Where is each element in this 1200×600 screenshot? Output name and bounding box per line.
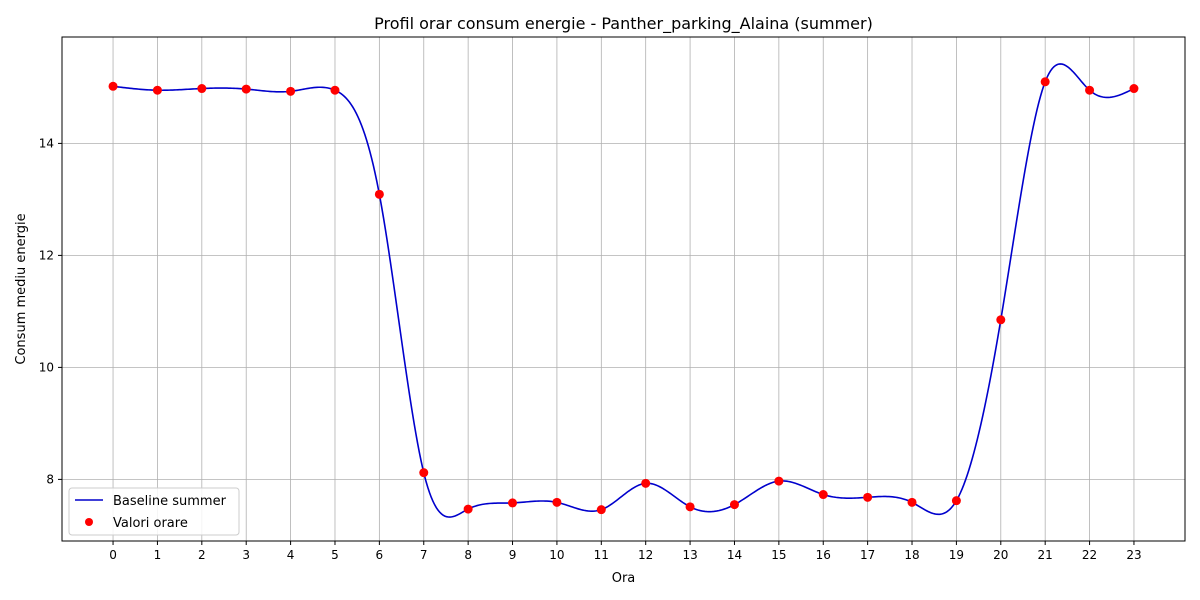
x-tick-label: 15 <box>771 548 786 562</box>
data-point <box>596 505 606 515</box>
x-tick-label: 16 <box>816 548 831 562</box>
x-tick-label: 2 <box>198 548 206 562</box>
x-tick-label: 11 <box>594 548 609 562</box>
data-point <box>818 490 828 500</box>
y-tick-label: 10 <box>39 360 54 374</box>
x-tick-label: 8 <box>464 548 472 562</box>
data-point <box>1085 85 1095 95</box>
baseline-line <box>112 63 1135 518</box>
data-point <box>552 497 562 507</box>
data-point <box>863 492 873 502</box>
x-tick-label: 3 <box>242 548 250 562</box>
data-point <box>152 85 162 95</box>
plot-frame <box>61 36 1186 542</box>
x-tick-label: 6 <box>376 548 384 562</box>
data-point <box>508 498 518 508</box>
data-point <box>729 500 739 510</box>
x-tick-label: 4 <box>287 548 295 562</box>
ticks: 0 1 2 3 4 5 6 7 8 9 10 11 12 13 14 15 16 17 18 19 20 21 22 2381… <box>39 136 1142 562</box>
legend-dot-swatch <box>85 518 93 526</box>
y-tick-label: 12 <box>39 248 54 262</box>
x-tick-label: 5 <box>331 548 339 562</box>
x-tick-label: 22 <box>1082 548 1097 562</box>
y-axis-label: Consum mediu energie <box>14 213 29 364</box>
x-tick-label: 14 <box>727 548 742 562</box>
data-point <box>241 84 251 94</box>
x-tick-label: 1 <box>154 548 162 562</box>
x-tick-label: 13 <box>682 548 697 562</box>
grid <box>62 37 1185 541</box>
y-tick-label: 8 <box>46 472 54 486</box>
x-tick-label: 21 <box>1038 548 1053 562</box>
x-tick-label: 18 <box>904 548 919 562</box>
data-point <box>374 189 384 199</box>
x-axis-label: Ora <box>612 571 636 586</box>
data-point <box>641 478 651 488</box>
legend-label-line: Baseline summer <box>113 494 227 509</box>
x-tick-label: 9 <box>509 548 517 562</box>
x-tick-label: 12 <box>638 548 653 562</box>
chart-title: Profil orar consum energie - Panther_par… <box>374 14 873 34</box>
x-tick-label: 10 <box>549 548 564 562</box>
data-point <box>197 84 207 94</box>
x-tick-label: 7 <box>420 548 428 562</box>
x-tick-label: 17 <box>860 548 875 562</box>
data-point <box>1040 77 1050 87</box>
data-point <box>907 497 917 507</box>
data-point <box>996 315 1006 325</box>
data-point <box>463 504 473 514</box>
data-point <box>1129 84 1139 94</box>
legend: Baseline summer Valori orare <box>68 487 240 536</box>
y-tick-label: 14 <box>39 136 54 150</box>
data-point <box>108 81 118 91</box>
x-tick-label: 0 <box>109 548 117 562</box>
data-point <box>685 502 695 512</box>
data-point <box>286 86 296 96</box>
x-tick-label: 20 <box>993 548 1008 562</box>
x-tick-label: 19 <box>949 548 964 562</box>
legend-box <box>68 487 240 536</box>
series-layer <box>108 63 1139 518</box>
data-point <box>951 496 961 506</box>
x-tick-label: 23 <box>1126 548 1141 562</box>
data-point <box>419 468 429 478</box>
data-point <box>774 476 784 486</box>
legend-label-scatter: Valori orare <box>113 516 188 531</box>
data-point <box>330 85 340 95</box>
